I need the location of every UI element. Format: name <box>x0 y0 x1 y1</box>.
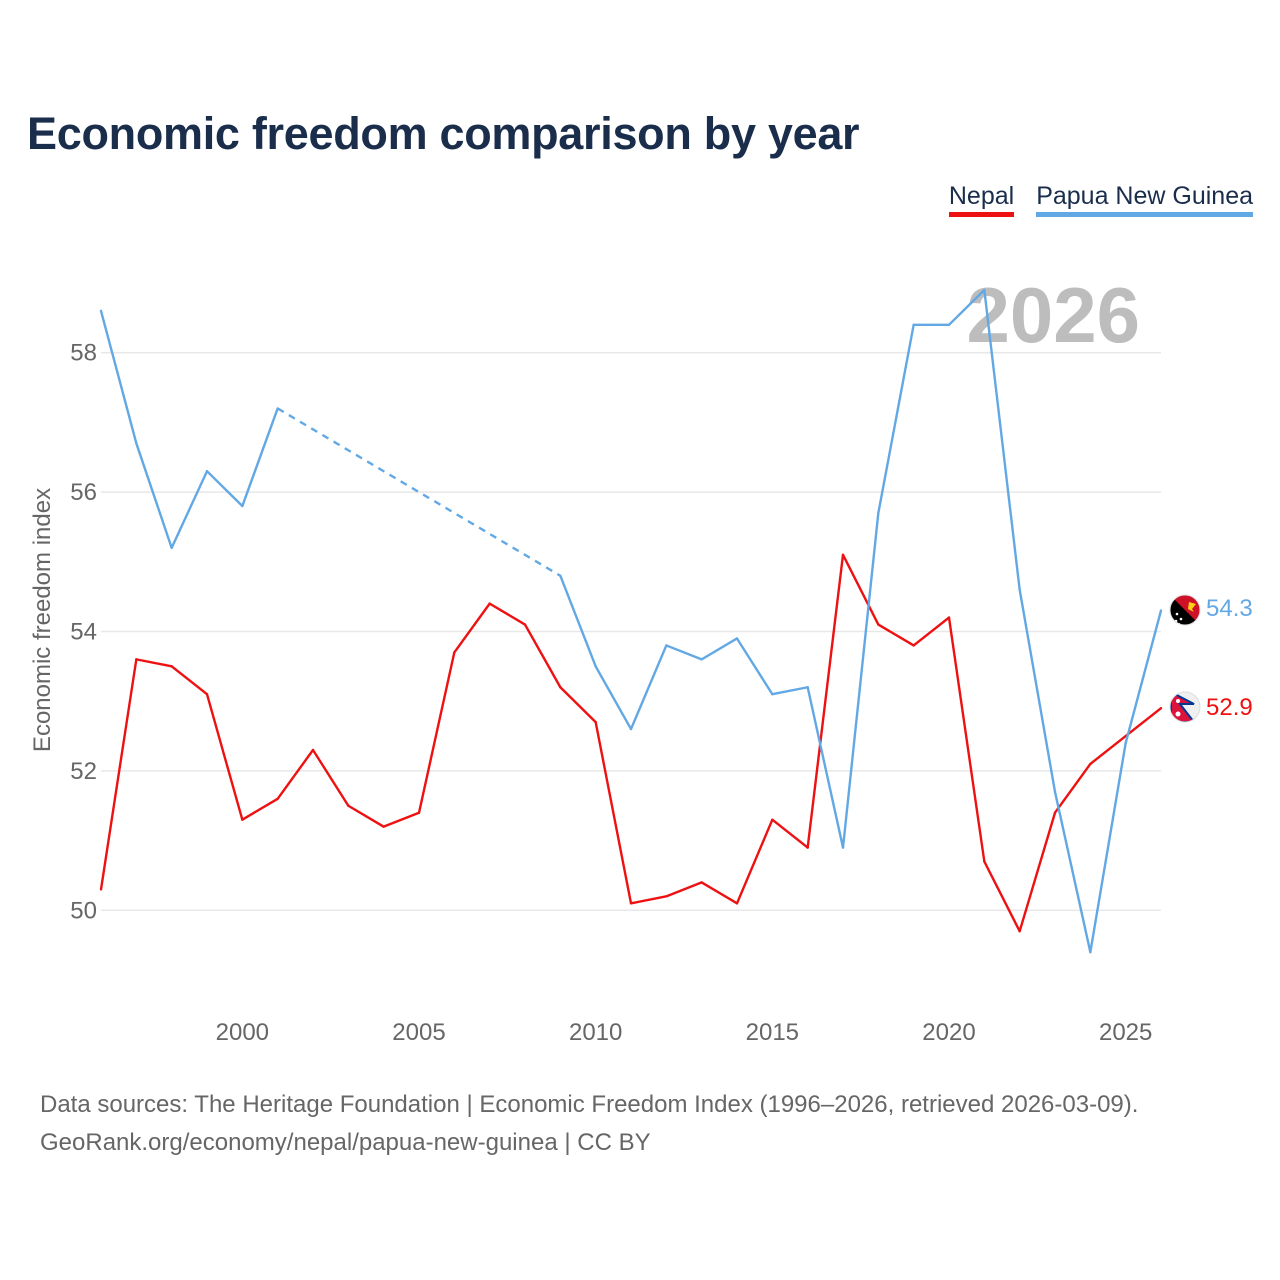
papua-new-guinea-point-2014 <box>735 637 739 640</box>
papua-new-guinea-point-2015 <box>771 693 774 696</box>
y-axis-title: Economic freedom index <box>29 488 56 752</box>
nepal-flag-icon <box>1169 691 1201 723</box>
y-tick-label-56: 56 <box>70 479 97 506</box>
x-tick-label-2025: 2025 <box>1099 1019 1152 1046</box>
legend-item-nepal[interactable]: Nepal <box>948 182 1015 217</box>
nepal-point-1996 <box>99 888 103 891</box>
source-note: Data sources: The Heritage Foundation | … <box>40 1086 1138 1162</box>
chart-title: Economic freedom comparison by year <box>27 108 860 159</box>
nepal-point-2004 <box>382 825 385 828</box>
legend-item-papua-new-guinea[interactable]: Papua New Guinea <box>1036 182 1253 217</box>
nepal-line-segment-0 <box>99 553 1162 933</box>
nepal-end-value: 52.9 <box>1206 694 1253 721</box>
nepal-point-2023 <box>1053 811 1057 814</box>
nepal-point-2012 <box>665 895 668 898</box>
nepal-point-1998 <box>170 665 173 668</box>
papua-new-guinea-point-2016 <box>806 686 809 689</box>
nepal-point-2001 <box>276 797 279 800</box>
papua-new-guinea-flag-icon <box>1169 594 1201 626</box>
x-tick-label-2010: 2010 <box>569 1019 622 1046</box>
papua-new-guinea-point-2021 <box>983 288 986 292</box>
series-lines <box>99 288 1163 954</box>
line-chart: 50 52 54 56 58 2000 2005 2010 2015 2020 2025 Econ… <box>29 271 1253 1046</box>
papua-new-guinea-point-2017 <box>841 846 845 849</box>
papua-new-guinea-point-2019 <box>912 323 915 327</box>
x-tick-label-2005: 2005 <box>392 1019 445 1046</box>
nepal-point-2013 <box>700 881 703 884</box>
papua-new-guinea-end-value: 54.3 <box>1206 595 1253 622</box>
papua-new-guinea-point-1997 <box>135 442 138 445</box>
nepal-point-2022 <box>1018 930 1021 933</box>
papua-new-guinea-point-2000 <box>241 504 244 508</box>
papua-new-guinea-point-1998 <box>170 546 173 550</box>
papua-new-guinea-gap-line-0 <box>277 407 561 577</box>
y-tick-label-52: 52 <box>70 758 97 785</box>
nepal-point-2020 <box>947 616 951 619</box>
x-tick-label-2015: 2015 <box>746 1019 799 1046</box>
x-tick-label-2020: 2020 <box>922 1019 975 1046</box>
nepal-point-2017 <box>841 553 845 557</box>
nepal-point-2011 <box>629 902 633 905</box>
nepal-point-2014 <box>735 902 739 905</box>
nepal-point-2008 <box>523 623 527 626</box>
nepal-point-2018 <box>877 623 880 626</box>
papua-new-guinea-point-2010 <box>594 665 597 668</box>
nepal-point-2000 <box>241 818 244 821</box>
x-tick-label-2000: 2000 <box>216 1019 269 1046</box>
papua-new-guinea-point-2024 <box>1089 950 1092 954</box>
x-axis-ticks: 2000 2005 2010 2015 2020 2025 <box>216 1019 1153 1046</box>
y-axis-ticks: 50 52 54 56 58 <box>70 340 97 925</box>
nepal-point-2024 <box>1089 762 1092 766</box>
nepal-point-2002 <box>311 748 315 752</box>
papua-new-guinea-point-2009 <box>559 574 562 577</box>
papua-new-guinea-point-2025 <box>1124 741 1127 745</box>
papua-new-guinea-point-2022 <box>1018 588 1021 591</box>
papua-new-guinea-point-2020 <box>947 323 951 327</box>
papua-new-guinea-point-2026 <box>1159 609 1163 612</box>
nepal-point-2007 <box>488 602 491 605</box>
nepal-point-2003 <box>347 804 350 807</box>
nepal-point-2009 <box>559 686 562 689</box>
gridlines <box>101 351 1161 912</box>
nepal-point-1999 <box>205 693 209 696</box>
nepal-point-2019 <box>912 644 915 647</box>
papua-new-guinea-point-1996 <box>99 309 103 313</box>
nepal-point-2016 <box>806 846 809 849</box>
papua-new-guinea-point-1999 <box>205 469 209 473</box>
nepal-point-2006 <box>453 651 456 654</box>
nepal-point-2015 <box>771 818 774 821</box>
chart-legend: Nepal Papua New Guinea <box>948 182 1253 217</box>
papua-new-guinea-line-segment-0 <box>99 310 279 550</box>
y-tick-label-54: 54 <box>70 619 97 646</box>
papua-new-guinea-point-2012 <box>665 644 668 647</box>
papua-new-guinea-point-2023 <box>1053 790 1057 794</box>
nepal-point-2005 <box>417 811 421 814</box>
nepal-point-2010 <box>594 720 597 724</box>
papua-new-guinea-point-2013 <box>700 658 703 661</box>
y-tick-label-58: 58 <box>70 340 97 367</box>
current-year-label: 2026 <box>966 271 1140 359</box>
papua-new-guinea-point-2011 <box>629 727 633 731</box>
source-line-2[interactable]: GeoRank.org/economy/nepal/papua-new-guin… <box>40 1129 651 1156</box>
papua-new-guinea-point-2018 <box>877 511 880 515</box>
papua-new-guinea-line-segment-1 <box>559 288 1163 954</box>
y-tick-label-50: 50 <box>70 897 97 924</box>
nepal-point-1997 <box>135 658 138 661</box>
papua-new-guinea-point-2001 <box>276 407 279 410</box>
nepal-point-2021 <box>983 860 986 863</box>
source-line-1: Data sources: The Heritage Foundation | … <box>40 1091 1139 1118</box>
nepal-point-2026 <box>1159 706 1163 710</box>
